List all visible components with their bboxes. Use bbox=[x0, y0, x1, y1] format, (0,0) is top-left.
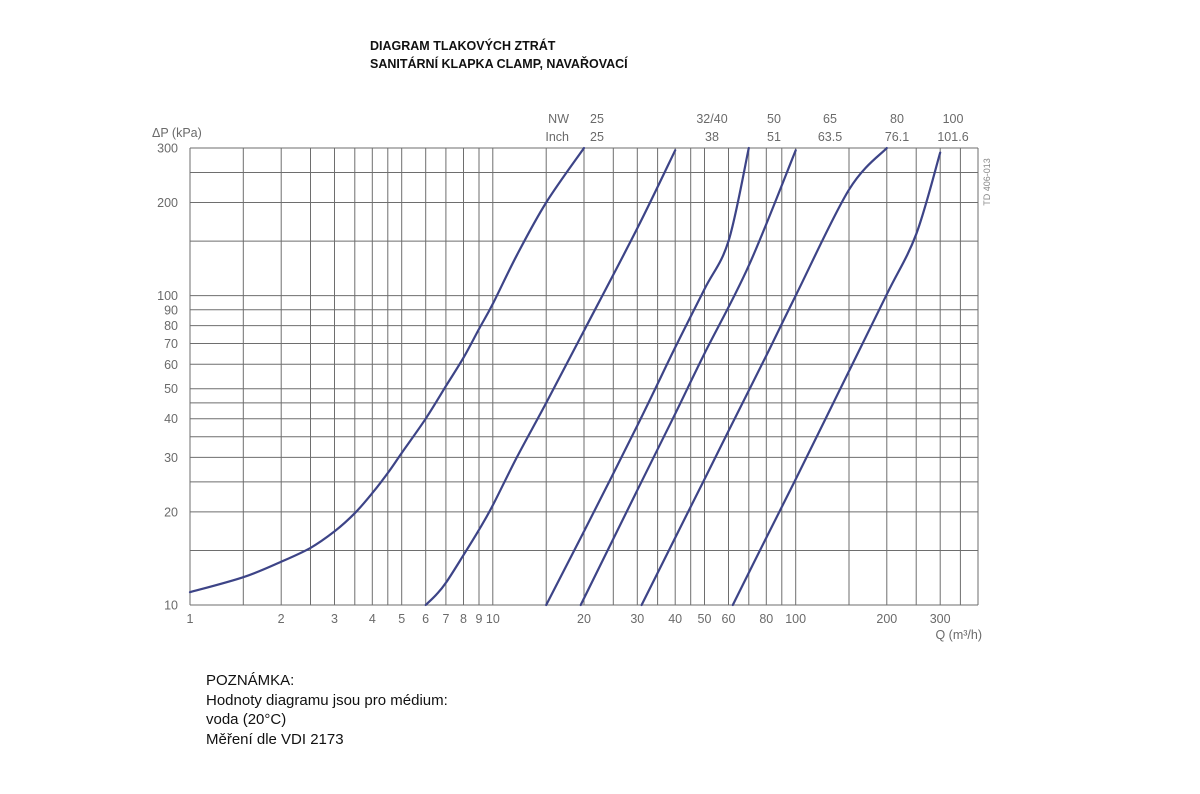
x-tick-label: 6 bbox=[422, 612, 429, 626]
curve-nw-80 bbox=[640, 146, 888, 607]
header-value: 25 bbox=[590, 112, 604, 126]
x-tick-label: 20 bbox=[577, 612, 591, 626]
note-line-3: Měření dle VDI 2173 bbox=[206, 730, 344, 748]
document-code: TD 406-013 bbox=[982, 158, 992, 206]
chart-title: DIAGRAM TLAKOVÝCH ZTRÁT bbox=[370, 39, 556, 53]
note-block: POZNÁMKA: Hodnoty diagramu jsou pro médi… bbox=[206, 671, 448, 749]
y-tick-label: 70 bbox=[164, 337, 178, 351]
y-tick-label: 90 bbox=[164, 303, 178, 317]
x-tick-label: 1 bbox=[187, 612, 194, 626]
x-tick-label: 4 bbox=[369, 612, 376, 626]
x-tick-label: 2 bbox=[278, 612, 285, 626]
y-tick-label: 80 bbox=[164, 319, 178, 333]
header-value: 50 bbox=[767, 112, 781, 126]
header-value: 100 bbox=[943, 112, 964, 126]
note-heading: POZNÁMKA: bbox=[206, 672, 295, 689]
header-row-label: NW bbox=[548, 112, 569, 126]
x-tick-label: 9 bbox=[476, 612, 483, 626]
curve-nw-50 bbox=[545, 146, 750, 607]
header-row-label: Inch bbox=[545, 130, 569, 144]
header-value: 65 bbox=[823, 112, 837, 126]
y-tick-label: 30 bbox=[164, 451, 178, 465]
y-tick-label: 10 bbox=[164, 599, 178, 613]
y-tick-label: 20 bbox=[164, 505, 178, 519]
x-tick-label: 300 bbox=[930, 612, 951, 626]
y-tick-label: 100 bbox=[157, 289, 178, 303]
x-tick-label: 30 bbox=[630, 612, 644, 626]
title-block: DIAGRAM TLAKOVÝCH ZTRÁT SANITÁRNÍ KLAPKA… bbox=[370, 37, 628, 73]
y-axis-label: ΔP (kPa) bbox=[152, 126, 202, 140]
x-tick-label: 100 bbox=[785, 612, 806, 626]
curve-nw-25 bbox=[188, 146, 586, 594]
x-tick-label: 5 bbox=[398, 612, 405, 626]
header-value: 63.5 bbox=[818, 130, 842, 144]
x-tick-label: 50 bbox=[698, 612, 712, 626]
header-value: 32/40 bbox=[696, 112, 727, 126]
header-value: 80 bbox=[890, 112, 904, 126]
curve-nw-100 bbox=[731, 151, 942, 607]
chart-subtitle: SANITÁRNÍ KLAPKA CLAMP, NAVAŘOVACÍ bbox=[370, 57, 628, 71]
y-tick-label: 60 bbox=[164, 358, 178, 372]
x-tick-label: 60 bbox=[722, 612, 736, 626]
curve-nw-65 bbox=[579, 149, 797, 607]
x-tick-label: 7 bbox=[442, 612, 449, 626]
header-value: 38 bbox=[705, 130, 719, 144]
header-value: 76.1 bbox=[885, 130, 909, 144]
x-tick-label: 200 bbox=[876, 612, 897, 626]
x-tick-label: 80 bbox=[759, 612, 773, 626]
y-tick-label: 300 bbox=[157, 142, 178, 156]
y-tick-label: 50 bbox=[164, 382, 178, 396]
x-axis-label: Q (m³/h) bbox=[935, 628, 982, 642]
header-value: 51 bbox=[767, 130, 781, 144]
x-tick-label: 8 bbox=[460, 612, 467, 626]
y-tick-label: 200 bbox=[157, 196, 178, 210]
note-line-1: Hodnoty diagramu jsou pro médium: bbox=[206, 691, 448, 709]
curve-nw-32-40 bbox=[424, 149, 677, 607]
y-tick-label: 40 bbox=[164, 412, 178, 426]
x-tick-label: 40 bbox=[668, 612, 682, 626]
header-value: 25 bbox=[590, 130, 604, 144]
x-tick-label: 10 bbox=[486, 612, 500, 626]
note-line-2: voda (20°C) bbox=[206, 711, 287, 728]
header-value: 101.6 bbox=[937, 130, 968, 144]
x-tick-label: 3 bbox=[331, 612, 338, 626]
